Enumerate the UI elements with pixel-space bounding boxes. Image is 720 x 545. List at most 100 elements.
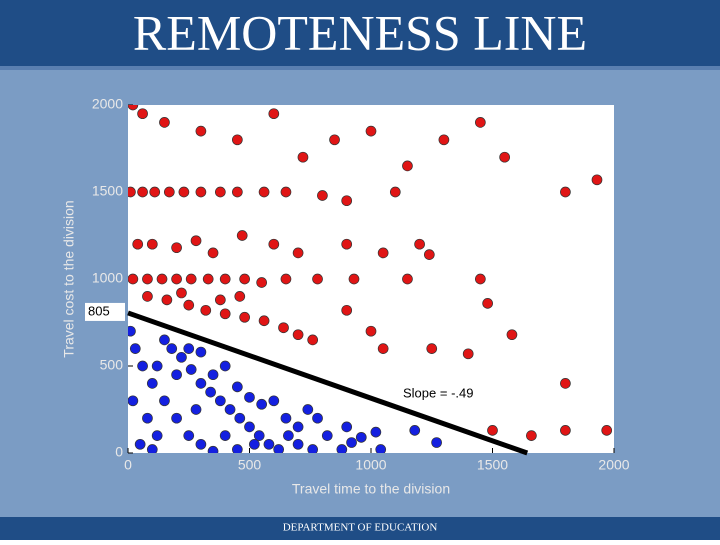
point <box>256 398 267 410</box>
point <box>142 273 153 285</box>
point <box>402 273 413 285</box>
x-tick-label: 0 <box>124 457 132 473</box>
point <box>219 273 231 285</box>
y-tick-label: 0 <box>115 444 123 460</box>
y-tick-label: 1000 <box>92 270 123 286</box>
point <box>214 186 226 198</box>
point <box>475 117 486 128</box>
y-tick-label: 1500 <box>92 183 123 199</box>
point <box>375 444 387 453</box>
footer-bar <box>0 517 720 540</box>
point <box>128 186 136 198</box>
point <box>591 174 603 186</box>
point <box>234 412 246 424</box>
header-rule <box>0 66 720 70</box>
point <box>219 430 231 441</box>
point <box>280 273 292 285</box>
point <box>258 315 270 327</box>
point <box>171 273 182 285</box>
point <box>232 186 243 198</box>
point <box>348 273 360 285</box>
point <box>142 291 153 302</box>
point <box>346 437 357 448</box>
point <box>156 273 168 285</box>
point <box>128 105 139 111</box>
point <box>292 438 304 450</box>
point <box>149 186 161 198</box>
point <box>317 190 328 201</box>
footer-text: DEPARTMENT OF EDUCATION <box>283 522 438 534</box>
point <box>487 425 498 436</box>
y-tick-label: 500 <box>100 357 124 373</box>
point <box>280 412 292 424</box>
point <box>283 430 294 441</box>
y-tick-label: 2000 <box>92 96 123 112</box>
point <box>190 235 202 247</box>
x-tick-label: 1000 <box>355 457 386 473</box>
point <box>232 134 243 146</box>
point <box>268 108 280 120</box>
point <box>137 186 148 198</box>
point <box>258 186 270 198</box>
point <box>176 287 187 299</box>
point <box>159 395 170 407</box>
point <box>402 160 413 172</box>
point <box>253 430 265 441</box>
point <box>377 343 389 354</box>
y-axis-label: Travel cost to the division <box>61 200 77 357</box>
chart: 0 500 1000 1500 2000 0 500 1000 1500 2000 Travel t… <box>61 96 630 497</box>
point <box>273 444 285 453</box>
annotation-bg <box>85 302 125 321</box>
point <box>146 444 158 453</box>
point <box>183 430 195 441</box>
point <box>219 360 231 372</box>
point <box>249 438 260 450</box>
point <box>195 378 207 389</box>
point <box>377 247 389 259</box>
point <box>256 277 267 288</box>
point <box>244 391 255 403</box>
point <box>268 238 280 250</box>
header-bar <box>0 0 720 66</box>
point <box>297 151 309 163</box>
point <box>171 242 182 254</box>
point <box>159 117 170 128</box>
point <box>166 343 178 354</box>
point <box>307 334 319 346</box>
point <box>526 430 537 441</box>
x-tick-label: 500 <box>238 457 262 473</box>
point <box>560 186 571 198</box>
point <box>329 134 340 146</box>
point <box>137 108 148 120</box>
point <box>200 304 212 316</box>
point <box>341 195 353 207</box>
point <box>506 329 518 341</box>
point <box>292 421 304 433</box>
point <box>280 186 292 198</box>
point <box>232 381 243 393</box>
point <box>128 395 139 407</box>
point <box>183 343 195 354</box>
point <box>601 425 613 436</box>
point <box>414 238 425 250</box>
annotation: Slope = -.49 <box>403 385 473 400</box>
point <box>205 386 216 398</box>
point <box>159 334 170 346</box>
point <box>202 273 214 285</box>
point <box>183 299 195 311</box>
point <box>302 404 314 415</box>
point <box>134 438 146 450</box>
point <box>312 412 323 424</box>
point <box>195 438 207 450</box>
point <box>195 346 207 358</box>
point <box>438 134 450 146</box>
point <box>171 369 182 381</box>
point <box>219 308 231 320</box>
point <box>292 247 304 259</box>
point <box>431 437 442 448</box>
point <box>312 273 323 285</box>
fit-line <box>127 310 529 456</box>
point <box>239 273 250 285</box>
point <box>146 378 158 389</box>
